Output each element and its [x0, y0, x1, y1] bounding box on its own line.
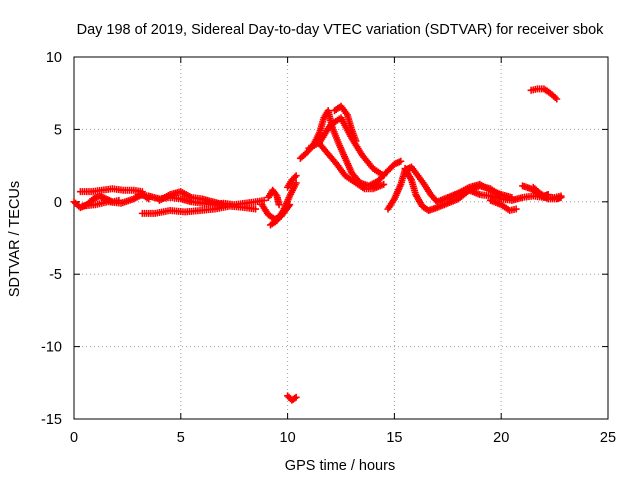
x-tick-label: 15: [386, 430, 402, 446]
y-tick-label: 10: [46, 50, 62, 66]
data-point-arc-f: [220, 201, 228, 209]
y-tick-labels: -15 -10 -5 0 5 10: [41, 50, 62, 428]
y-tick-label: -15: [41, 412, 62, 428]
y-tick-label: -10: [41, 340, 62, 356]
data-point-arc-m: [380, 172, 388, 180]
data-point-arc-o: [352, 137, 360, 145]
y-tick-label: -5: [49, 267, 62, 283]
plot-frame: [73, 56, 609, 420]
x-tick-label: 25: [600, 430, 616, 446]
data-point-arc-k: [292, 393, 300, 401]
x-tick-label: 10: [280, 430, 296, 446]
data-point-arc-t: [557, 193, 565, 201]
data-point-arc-v: [553, 95, 561, 103]
x-tick-labels: 0 5 10 15 20 25: [70, 430, 616, 446]
data-point-arc-r: [508, 193, 516, 201]
x-tick-label: 0: [70, 430, 78, 446]
grid-lines: [74, 57, 608, 419]
data-point-arc-j: [292, 172, 300, 180]
x-tick-label: 5: [177, 430, 185, 446]
data-points: [70, 85, 565, 404]
data-point-arc-k: [291, 394, 299, 402]
data-point-arc-h: [292, 179, 300, 187]
data-point-arc-i: [275, 201, 283, 209]
y-tick-label: 0: [54, 195, 62, 211]
y-axis-label: SDTVAR / TECUs: [7, 181, 23, 297]
x-axis-label: GPS time / hours: [285, 458, 395, 474]
axis-ticks: [73, 56, 609, 420]
data-point-arc-n: [380, 180, 388, 188]
y-tick-label: 5: [54, 122, 62, 138]
data-point-arc-j: [291, 173, 299, 181]
data-point-arc-d: [260, 196, 268, 204]
data-point-arc-l: [397, 157, 405, 165]
chart-title: Day 198 of 2019, Sidereal Day-to-day VTE…: [77, 22, 605, 38]
x-tick-label: 20: [493, 430, 509, 446]
data-point-arc-s: [512, 205, 520, 213]
data-point-arc-e: [252, 205, 260, 213]
data-point-arc-u: [544, 191, 552, 199]
data-point-arc-i: [272, 191, 280, 199]
